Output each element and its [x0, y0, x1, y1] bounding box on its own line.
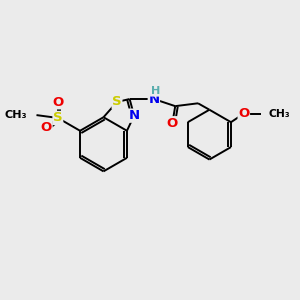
Text: O: O — [52, 96, 64, 109]
Text: O: O — [41, 122, 52, 134]
Text: CH₃: CH₃ — [5, 110, 27, 120]
Text: N: N — [148, 92, 159, 106]
Text: N: N — [128, 109, 140, 122]
Text: O: O — [238, 107, 249, 120]
Text: CH₃: CH₃ — [269, 109, 290, 118]
Text: H: H — [151, 86, 160, 96]
Text: O: O — [167, 117, 178, 130]
Text: S: S — [112, 95, 122, 109]
Text: S: S — [53, 112, 63, 124]
